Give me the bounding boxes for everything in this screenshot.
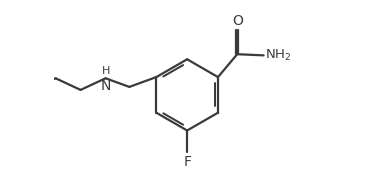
Text: O: O — [232, 14, 243, 28]
Text: NH$_2$: NH$_2$ — [265, 48, 291, 63]
Text: N: N — [100, 79, 111, 93]
Text: F: F — [183, 155, 191, 169]
Text: H: H — [102, 66, 110, 76]
